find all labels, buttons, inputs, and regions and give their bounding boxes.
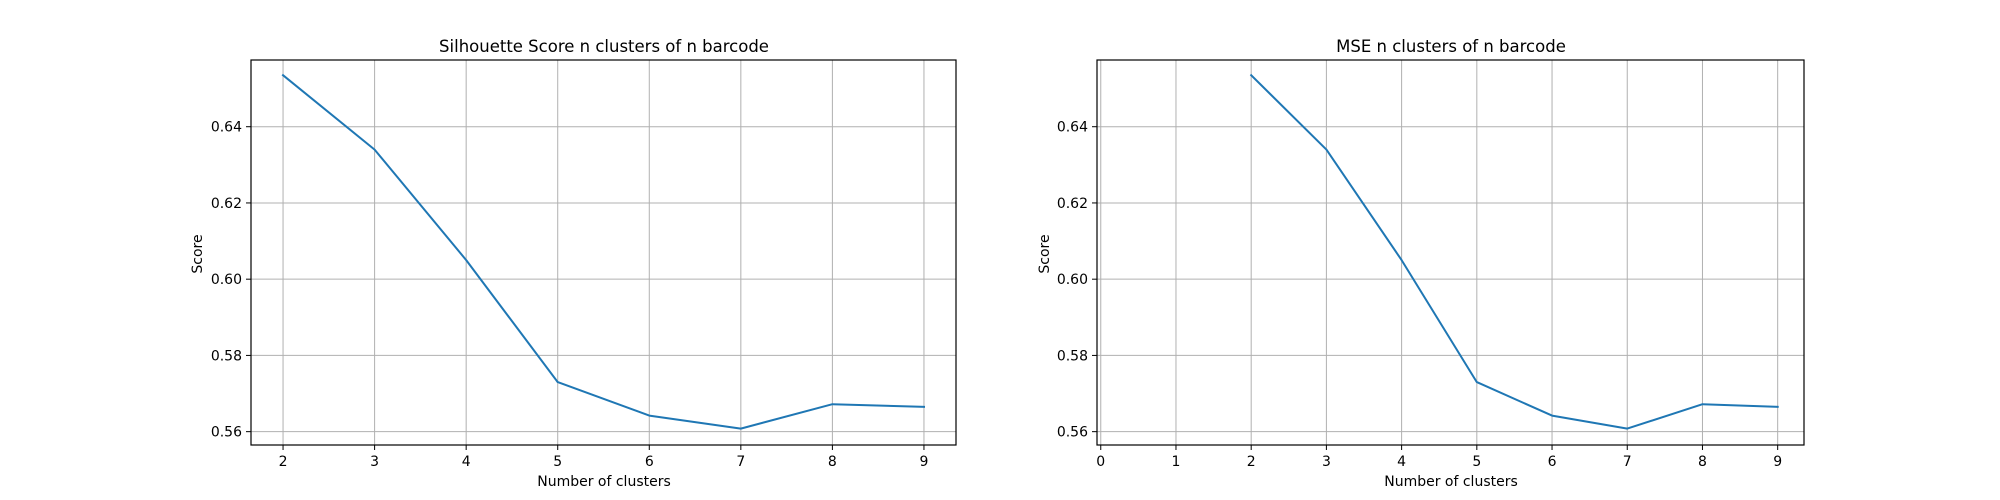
x-tick-label: 4 <box>1397 454 1406 470</box>
x-tick-label: 3 <box>370 454 379 470</box>
y-tick-label: 0.58 <box>1057 348 1088 364</box>
chart-title: Silhouette Score n clusters of n barcode <box>439 37 769 56</box>
x-tick-label: 7 <box>736 454 745 470</box>
y-tick-label: 0.56 <box>1057 425 1088 441</box>
x-tick-label: 7 <box>1623 454 1632 470</box>
ticks: 2 3 4 5 6 7 8 9 0.56 0.58 0.60 0.62 0.64 <box>211 120 929 470</box>
y-tick-label: 0.56 <box>211 425 242 441</box>
x-axis-label: Number of clusters <box>1384 474 1518 490</box>
axes-frame <box>250 59 957 446</box>
y-tick-label: 0.62 <box>1057 196 1088 212</box>
x-tick-label: 0 <box>1096 454 1105 470</box>
y-tick-label: 0.58 <box>211 348 242 364</box>
ticks: 0 1 2 3 4 5 6 7 8 9 0.56 0.58 0.60 0.62 0.64 <box>1057 120 1782 470</box>
x-tick-label: 1 <box>1172 454 1181 470</box>
x-tick-label: 9 <box>1773 454 1782 470</box>
x-tick-label: 5 <box>553 454 562 470</box>
x-tick-label: 3 <box>1322 454 1331 470</box>
x-axis-label: Number of clusters <box>537 474 671 490</box>
silhouette-chart: Silhouette Score n clusters of n barcode… <box>190 37 957 490</box>
x-tick-label: 2 <box>1247 454 1256 470</box>
x-tick-label: 6 <box>645 454 654 470</box>
chart-title: MSE n clusters of n barcode <box>1336 37 1566 56</box>
series-line <box>281 73 926 430</box>
grid <box>251 60 956 445</box>
series-line <box>1249 73 1779 430</box>
x-tick-label: 8 <box>1698 454 1707 470</box>
x-tick-label: 8 <box>828 454 837 470</box>
x-tick-label: 6 <box>1548 454 1557 470</box>
x-tick-label: 9 <box>919 454 928 470</box>
x-tick-label: 5 <box>1472 454 1481 470</box>
y-tick-label: 0.64 <box>1057 120 1088 136</box>
axes-frame <box>1096 59 1805 446</box>
y-tick-label: 0.60 <box>211 272 242 288</box>
grid <box>1097 60 1804 445</box>
y-tick-label: 0.62 <box>211 196 242 212</box>
x-tick-label: 2 <box>279 454 288 470</box>
y-axis-label: Score <box>190 234 206 273</box>
y-tick-label: 0.64 <box>211 120 242 136</box>
y-tick-label: 0.60 <box>1057 272 1088 288</box>
mse-chart: MSE n clusters of n barcode Number of cl… <box>1037 37 1805 490</box>
y-axis-label: Score <box>1037 234 1053 273</box>
x-tick-label: 4 <box>462 454 471 470</box>
